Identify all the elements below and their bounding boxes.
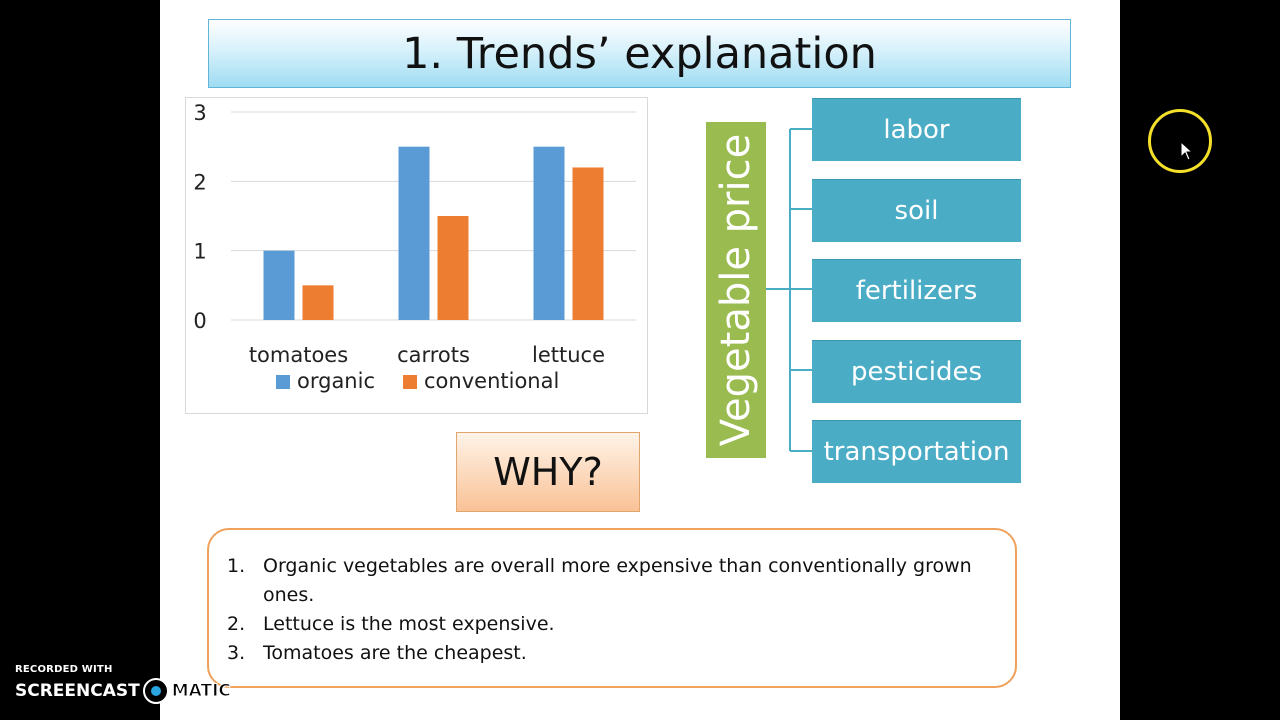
bar-organic-tomatoes xyxy=(263,250,295,320)
notes-box: 1. Organic vegetables are overall more e… xyxy=(207,528,1017,688)
recorder-watermark: RECORDED WITH SCREENCAST MATIC xyxy=(15,664,231,704)
y-tick-label: 1 xyxy=(193,240,206,264)
slide-title: 1. Trends’ explanation xyxy=(208,19,1071,88)
factor-labor: labor xyxy=(812,98,1021,161)
legend-label-organic: organic xyxy=(297,369,375,393)
hierarchy-connector-lines xyxy=(766,128,812,452)
why-box: WHY? xyxy=(456,432,640,512)
notes-list: 1. Organic vegetables are overall more e… xyxy=(227,552,991,668)
y-tick-label: 3 xyxy=(193,101,206,125)
recorder-caption: RECORDED WITH xyxy=(15,664,113,675)
vegetable-price-label: Vegetable price xyxy=(713,133,759,447)
bar-organic-carrots xyxy=(398,146,430,320)
bar-conventional-carrots xyxy=(437,216,469,320)
bar-conventional-lettuce xyxy=(572,167,604,320)
slide: 1. Trends’ explanation 0 1 2 3 tomatoes carro… xyxy=(160,0,1120,720)
note-number: 2. xyxy=(227,613,246,635)
recorder-brand-left: SCREENCAST xyxy=(15,681,140,701)
bar-chart-svg: 0 1 2 3 tomatoes carrots lettuce organic convent… xyxy=(193,101,636,393)
mouse-pointer-icon xyxy=(1180,141,1194,161)
note-text: Lettuce is the most expensive. xyxy=(263,613,555,635)
cursor-highlight-ring xyxy=(1148,109,1212,173)
bar-conventional-tomatoes xyxy=(302,285,334,320)
legend-swatch-organic xyxy=(276,375,290,389)
y-tick-label: 0 xyxy=(193,309,206,333)
note-item: 1. Organic vegetables are overall more e… xyxy=(227,552,991,610)
factor-pesticides: pesticides xyxy=(812,340,1021,403)
recorder-brand: SCREENCAST MATIC xyxy=(15,678,231,704)
bar-chart: 0 1 2 3 tomatoes carrots lettuce organic convent… xyxy=(185,97,648,414)
x-tick-label: lettuce xyxy=(532,343,605,367)
note-text: Organic vegetables are overall more expe… xyxy=(263,555,972,606)
factor-transportation: transportation xyxy=(812,420,1021,483)
y-tick-label: 2 xyxy=(193,170,206,194)
bar-organic-lettuce xyxy=(533,146,565,320)
legend-swatch-conventional xyxy=(403,375,418,389)
note-item: 3. Tomatoes are the cheapest. xyxy=(227,639,991,668)
x-tick-label: tomatoes xyxy=(249,343,348,367)
note-text: Tomatoes are the cheapest. xyxy=(263,642,527,664)
note-number: 1. xyxy=(227,555,246,577)
recorder-brand-right: MATIC xyxy=(171,681,231,702)
x-tick-label: carrots xyxy=(397,343,470,367)
note-item: 2. Lettuce is the most expensive. xyxy=(227,610,991,639)
note-number: 3. xyxy=(227,642,246,664)
factor-soil: soil xyxy=(812,179,1021,242)
screencast-logo-icon xyxy=(142,678,169,704)
legend-label-conventional: conventional xyxy=(424,369,559,393)
vegetable-price-root: Vegetable price xyxy=(706,122,766,458)
factor-fertilizers: fertilizers xyxy=(812,259,1021,322)
